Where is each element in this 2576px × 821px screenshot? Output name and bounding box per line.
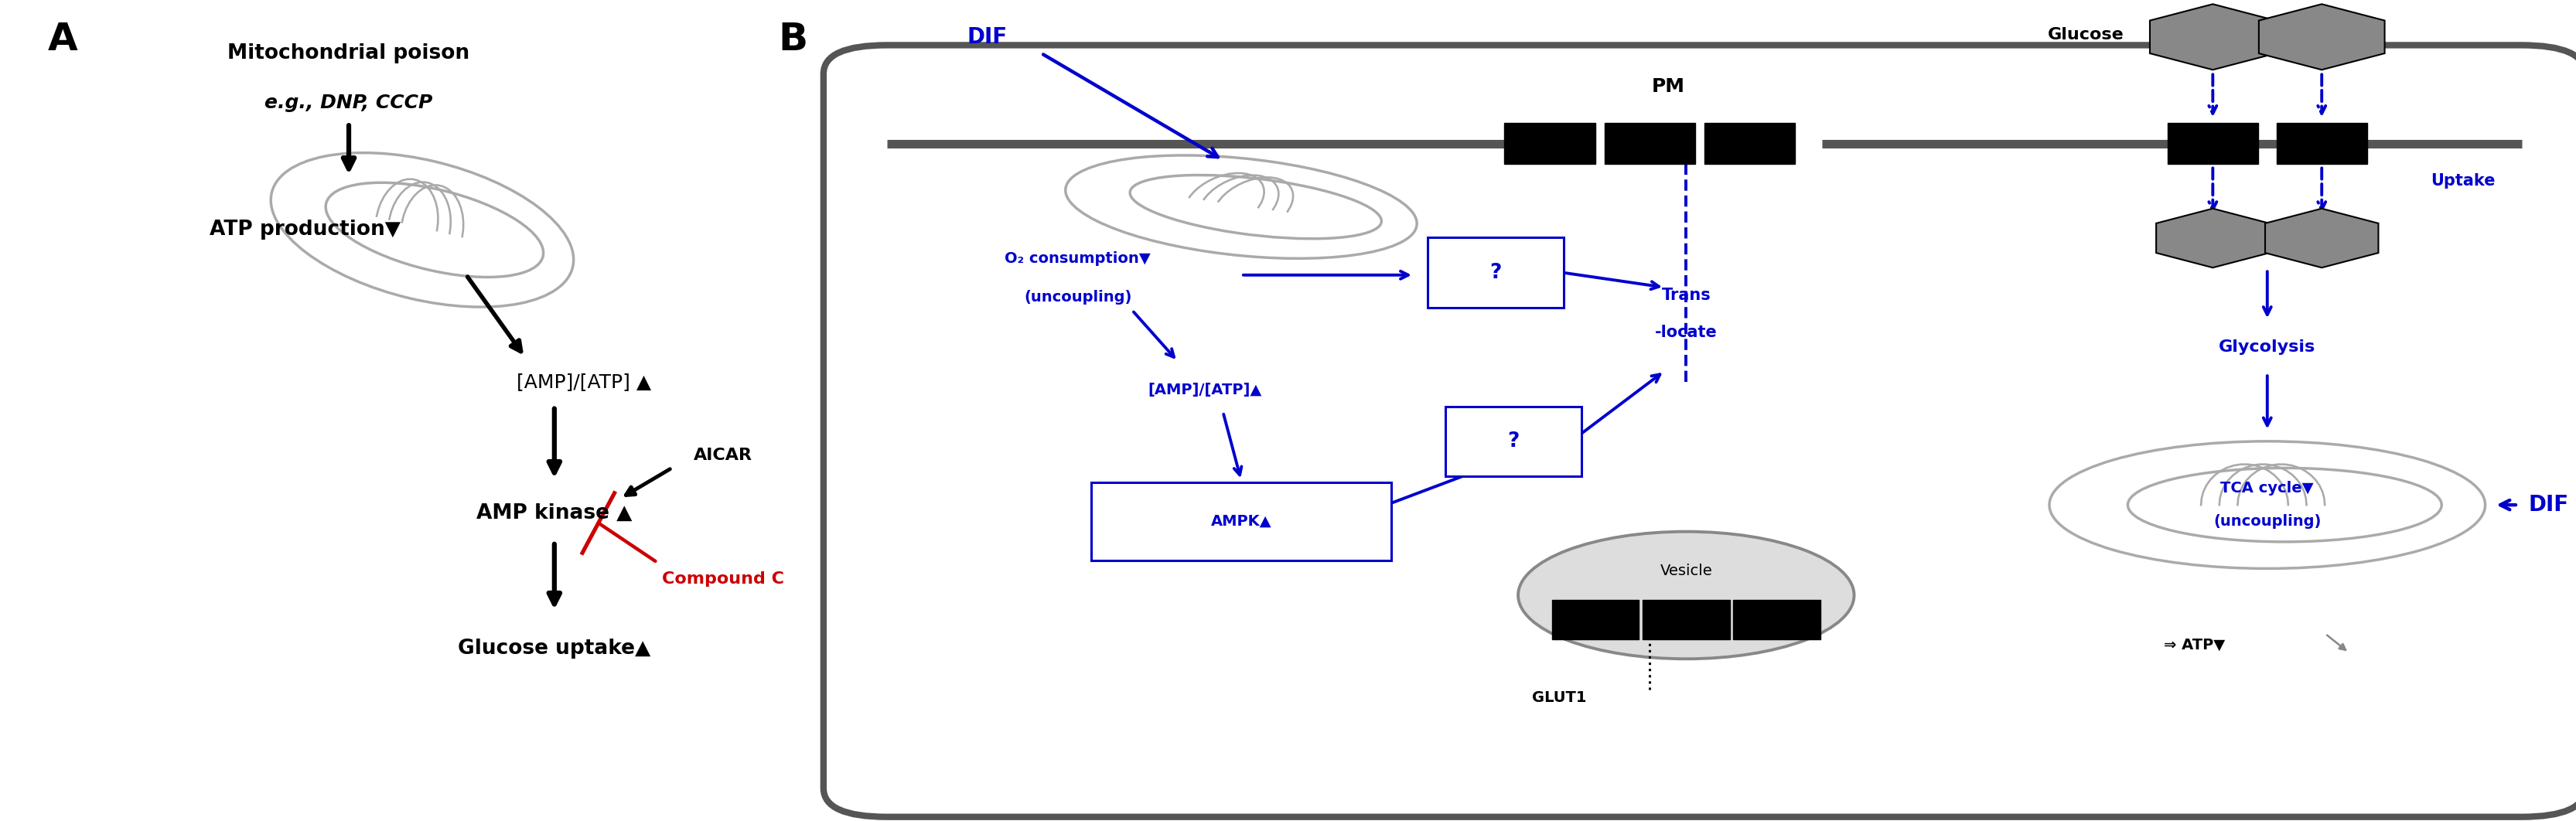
Text: Mitochondrial poison: Mitochondrial poison bbox=[227, 44, 469, 63]
Ellipse shape bbox=[1517, 532, 1855, 658]
Text: Uptake: Uptake bbox=[2432, 173, 2496, 188]
Text: PM: PM bbox=[1651, 77, 1685, 95]
Text: (uncoupling): (uncoupling) bbox=[1023, 290, 1131, 305]
Polygon shape bbox=[2264, 209, 2378, 268]
Text: Vesicle: Vesicle bbox=[1659, 563, 1713, 578]
FancyBboxPatch shape bbox=[824, 45, 2576, 817]
Text: [AMP]/[ATP] ▲: [AMP]/[ATP] ▲ bbox=[515, 373, 652, 391]
Text: Glucose uptake▲: Glucose uptake▲ bbox=[459, 639, 652, 658]
Text: [AMP]/[ATP]▲: [AMP]/[ATP]▲ bbox=[1149, 383, 1262, 397]
Polygon shape bbox=[2156, 209, 2269, 268]
Text: A: A bbox=[49, 21, 77, 57]
Text: B: B bbox=[778, 21, 806, 57]
Text: AICAR: AICAR bbox=[693, 448, 752, 463]
FancyBboxPatch shape bbox=[1427, 238, 1564, 307]
Polygon shape bbox=[2151, 4, 2275, 70]
Text: ⇒ ATP▼: ⇒ ATP▼ bbox=[2164, 637, 2226, 652]
Text: ATP production▼: ATP production▼ bbox=[209, 220, 399, 240]
Text: TCA cycle▼: TCA cycle▼ bbox=[2221, 481, 2313, 496]
Bar bbox=[1734, 600, 1821, 640]
Bar bbox=[1551, 600, 1638, 640]
Text: ?: ? bbox=[1507, 432, 1520, 452]
Polygon shape bbox=[2259, 4, 2385, 70]
Bar bbox=[2277, 123, 2367, 164]
Text: DIF: DIF bbox=[2530, 494, 2568, 516]
Text: ?: ? bbox=[1489, 263, 1502, 282]
Text: Glucose: Glucose bbox=[2048, 27, 2123, 42]
Bar bbox=[2166, 123, 2259, 164]
Text: DIF: DIF bbox=[966, 26, 1007, 48]
Text: (uncoupling): (uncoupling) bbox=[2213, 514, 2321, 529]
FancyBboxPatch shape bbox=[1445, 406, 1582, 476]
Text: Compound C: Compound C bbox=[662, 571, 783, 586]
Text: GLUT1: GLUT1 bbox=[1533, 690, 1587, 705]
Bar bbox=[1504, 123, 1595, 164]
Text: -locate: -locate bbox=[1654, 325, 1718, 340]
Bar bbox=[1605, 123, 1695, 164]
Text: Trans: Trans bbox=[1662, 288, 1710, 303]
Text: AMP kinase ▲: AMP kinase ▲ bbox=[477, 503, 631, 523]
FancyBboxPatch shape bbox=[1092, 483, 1391, 560]
Text: O₂ consumption▼: O₂ consumption▼ bbox=[1005, 251, 1151, 266]
Text: AMPK▲: AMPK▲ bbox=[1211, 514, 1273, 529]
Text: e.g., DNP, CCCP: e.g., DNP, CCCP bbox=[265, 94, 433, 112]
Bar bbox=[1705, 123, 1795, 164]
Bar bbox=[1643, 600, 1728, 640]
Text: Glycolysis: Glycolysis bbox=[2218, 340, 2316, 355]
